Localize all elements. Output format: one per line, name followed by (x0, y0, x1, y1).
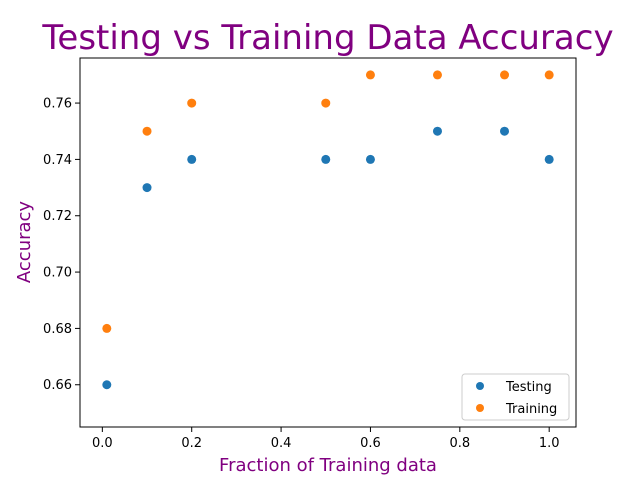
point-training (187, 98, 197, 108)
point-testing (544, 154, 554, 164)
y-tick-label: 0.70 (43, 266, 72, 281)
point-testing (432, 126, 442, 136)
point-training (321, 98, 331, 108)
point-testing (142, 183, 152, 193)
y-tick-label: 0.76 (43, 97, 72, 112)
y-tick-label: 0.66 (43, 378, 72, 393)
point-training (365, 70, 375, 80)
x-tick-label: 0.4 (271, 436, 292, 451)
point-testing (102, 380, 112, 390)
x-tick-label: 0.2 (181, 436, 202, 451)
data-points (102, 70, 554, 390)
point-training (102, 323, 112, 333)
legend-box (461, 373, 570, 421)
point-training (432, 70, 442, 80)
point-testing (321, 154, 331, 164)
x-tick-label: 0.6 (360, 436, 381, 451)
y-tick-label: 0.72 (43, 209, 72, 224)
legend: Testing Training (461, 373, 570, 421)
x-tick-label: 0.8 (449, 436, 470, 451)
point-testing (500, 126, 510, 136)
plot-area (79, 57, 577, 428)
y-tick-label: 0.68 (43, 322, 72, 337)
point-testing (365, 154, 375, 164)
point-training (544, 70, 554, 80)
point-training (142, 126, 152, 136)
x-axis: 0.0 0.2 0.4 0.6 0.8 1.0 (92, 427, 560, 451)
chart-title: Testing vs Training Data Accuracy (41, 18, 613, 58)
point-training (500, 70, 510, 80)
point-testing (187, 154, 197, 164)
legend-label-training: Training (505, 402, 557, 417)
legend-label-testing: Testing (505, 380, 552, 395)
legend-marker-training (476, 404, 484, 412)
legend-marker-testing (476, 382, 484, 390)
x-tick-label: 0.0 (92, 436, 113, 451)
y-axis-label: Accuracy (14, 201, 35, 284)
x-tick-label: 1.0 (539, 436, 560, 451)
y-axis: 0.66 0.68 0.70 0.72 0.74 0.76 (43, 97, 80, 393)
x-axis-label: Fraction of Training data (219, 455, 437, 476)
y-tick-label: 0.74 (43, 153, 72, 168)
